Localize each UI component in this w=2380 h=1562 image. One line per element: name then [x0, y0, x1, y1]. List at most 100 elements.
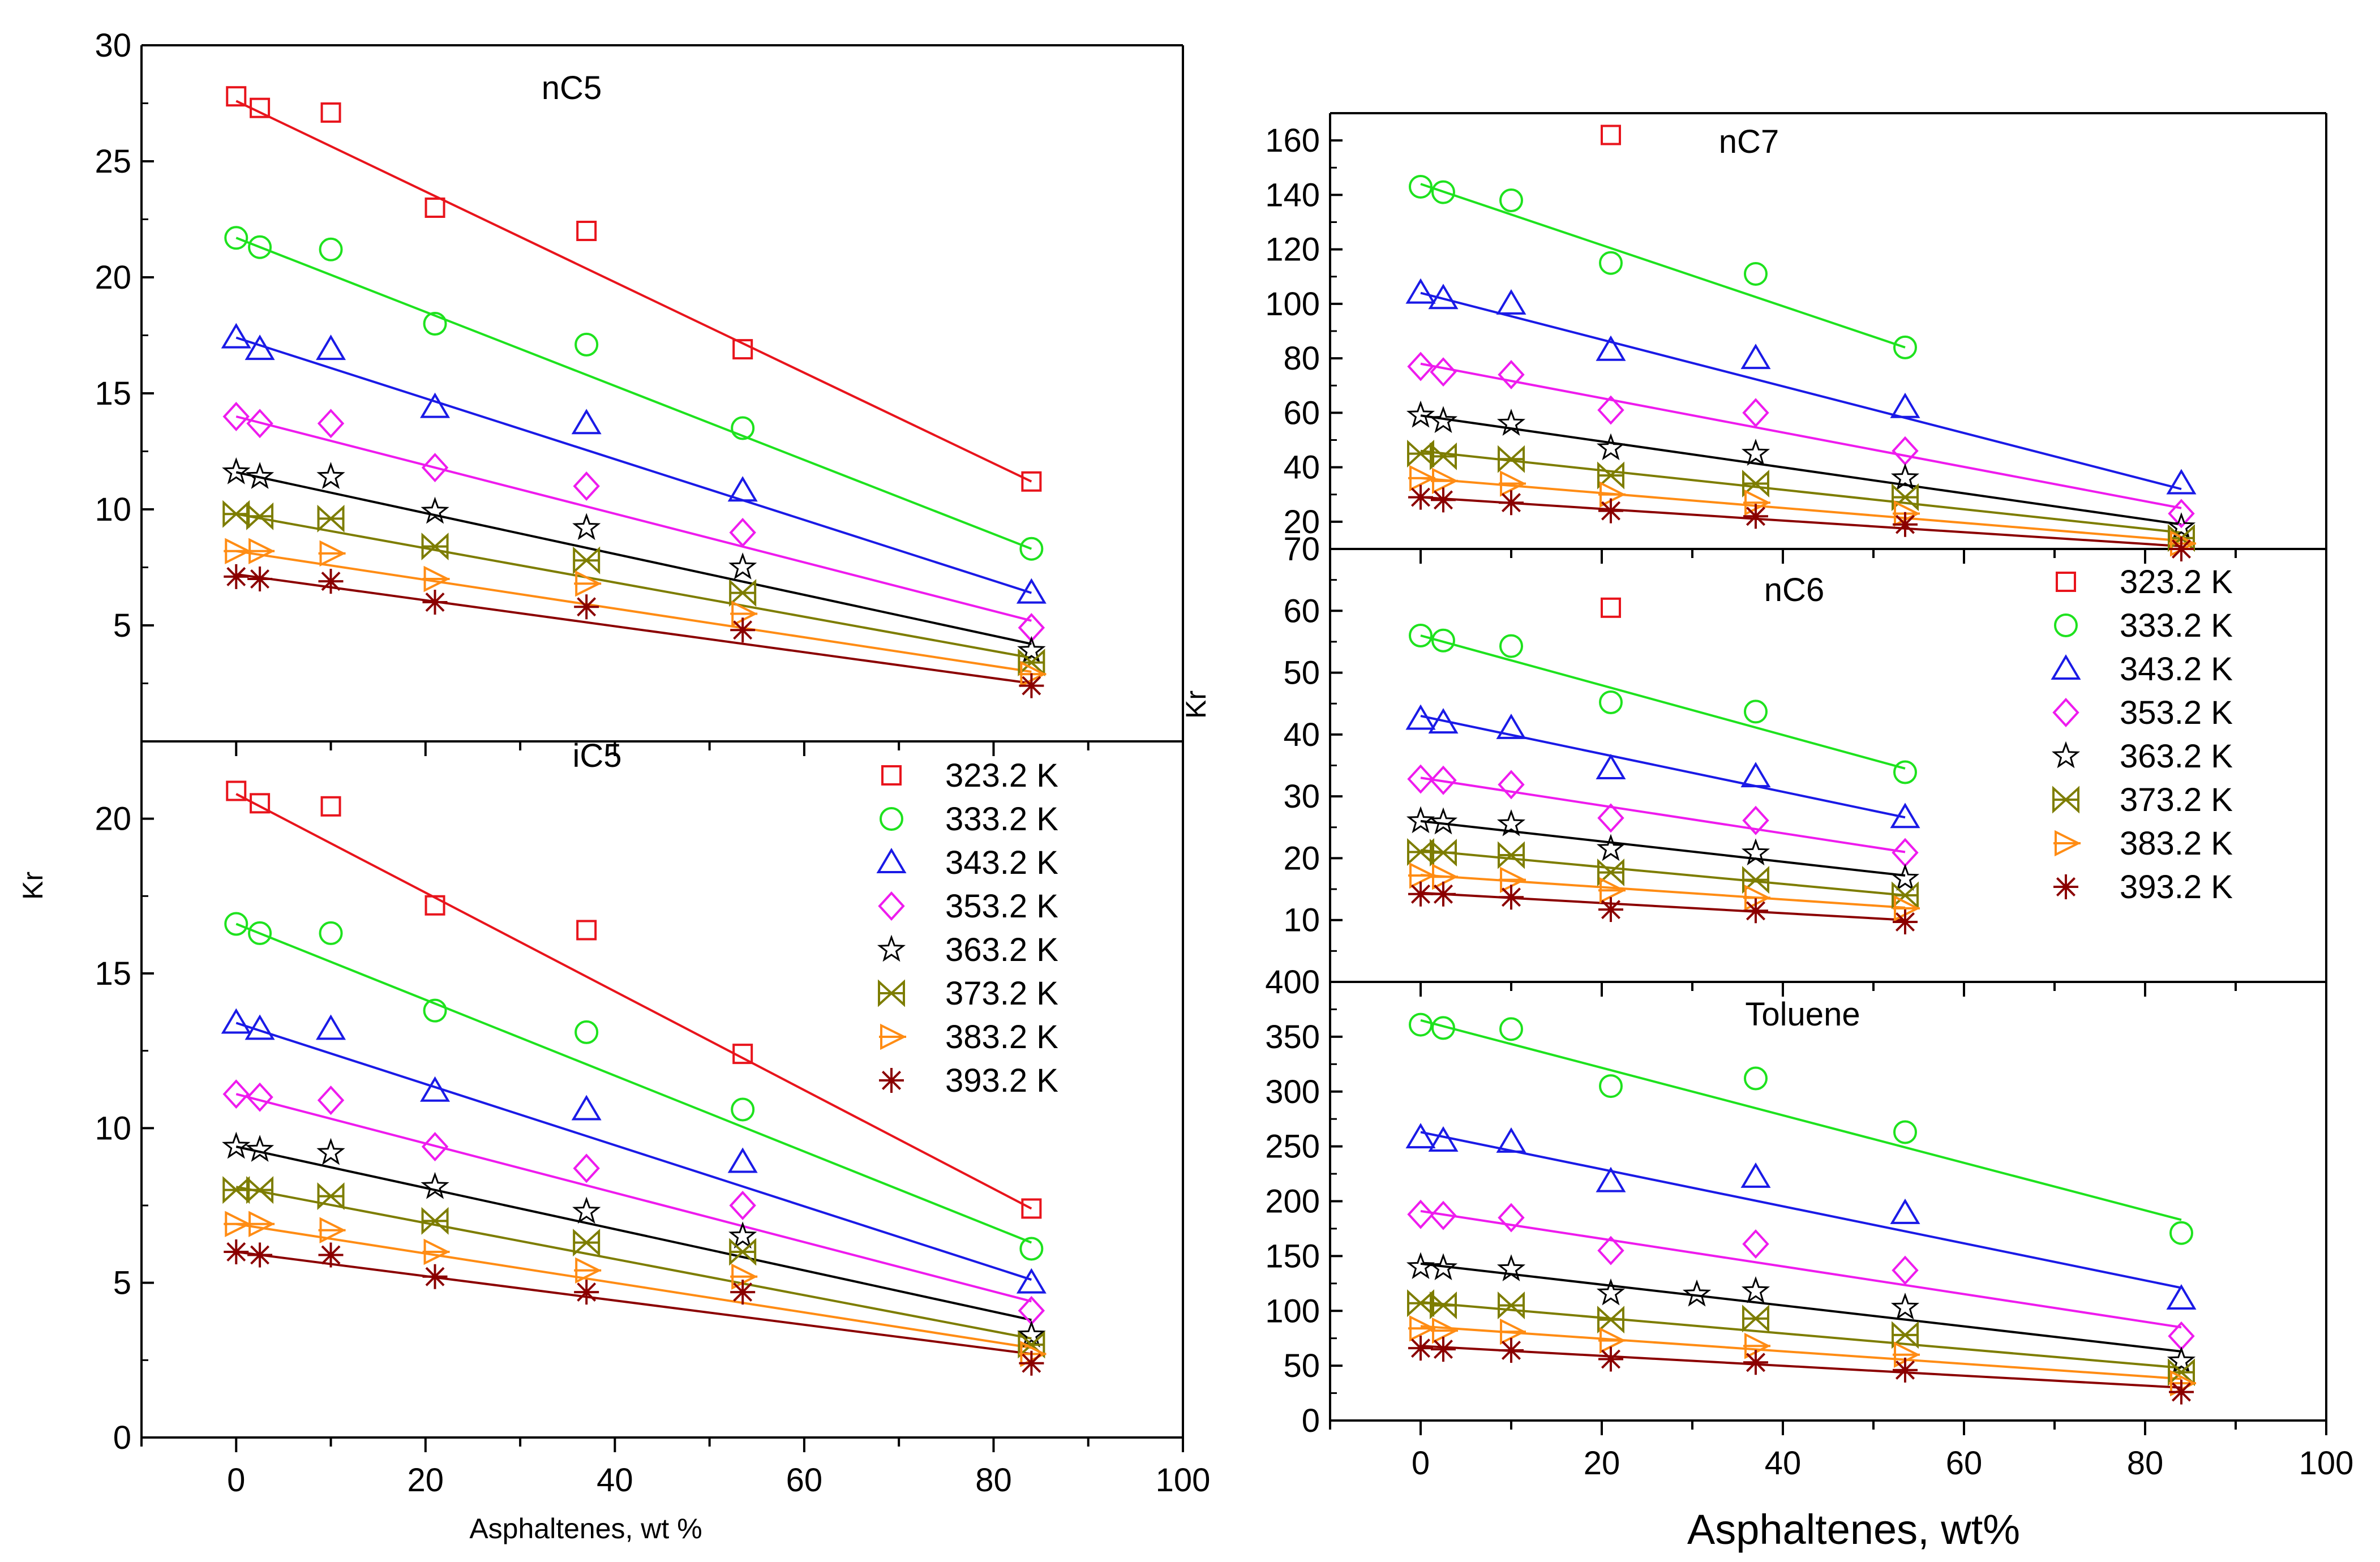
- nC7-y-tick-label: 40: [1283, 449, 1320, 486]
- iC5-point-3632: [1017, 1320, 1046, 1348]
- nC7-point-3832: [1499, 470, 1526, 497]
- Toluene-point-3832: [1499, 1318, 1526, 1345]
- iC5-point-3832: [422, 1238, 451, 1265]
- nC6-legend-marker: [2056, 572, 2076, 592]
- nC6-point-3632: [1496, 809, 1526, 836]
- iC5-point-3432: [571, 1095, 602, 1121]
- nC7-point-3332: [1744, 261, 1768, 286]
- nC5-y-tick-label: 15: [95, 375, 131, 412]
- nC7-point-3332: [1431, 180, 1455, 204]
- iC5-point-3232: [250, 793, 271, 814]
- nC7-point-3932: [1431, 487, 1456, 513]
- nC6-point-3732: [1430, 839, 1457, 867]
- Toluene-title: Toluene: [1745, 996, 1860, 1033]
- nC7-point-3832: [1431, 467, 1459, 494]
- nC6-legend-marker: [2053, 874, 2078, 899]
- nC5-point-3332: [319, 237, 343, 261]
- nC7-point-3732: [1742, 469, 1769, 498]
- nC6-point-3432: [1428, 708, 1459, 734]
- nC7-point-3332: [1409, 174, 1433, 199]
- Toluene-point-3332: [1431, 1016, 1455, 1040]
- iC5-point-3532: [222, 1079, 250, 1109]
- nC7-point-3732: [1407, 440, 1434, 468]
- nC5-point-3432: [316, 334, 346, 361]
- nC6-legend-marker: [2051, 654, 2081, 680]
- Toluene-point-3632: [1496, 1254, 1526, 1281]
- iC5-point-3532: [729, 1191, 756, 1220]
- nC7-y-tick-label: 100: [1265, 286, 1320, 323]
- nC7-point-3732: [1597, 461, 1624, 490]
- nC5-point-3732: [222, 500, 250, 528]
- nC5-fit-line-3932: [236, 573, 1032, 685]
- Toluene-point-3432: [1596, 1166, 1626, 1192]
- nC6-point-3732: [1407, 838, 1434, 866]
- nC7-point-3432: [1890, 392, 1920, 418]
- nC7-point-3432: [1740, 344, 1771, 370]
- nC5-fit-line-3732: [235, 513, 1032, 659]
- nC5-fit-line-3432: [235, 336, 1032, 594]
- Toluene-point-3932: [1408, 1336, 1433, 1361]
- nC6-point-3332: [1431, 628, 1455, 653]
- Toluene-x-tick-label: 40: [1765, 1445, 1802, 1482]
- nC5-point-3232: [320, 102, 341, 123]
- nC6-y-tick-label: 50: [1283, 655, 1320, 692]
- nC7-point-3632: [1496, 409, 1526, 436]
- nC5-point-3732: [573, 546, 601, 574]
- nC5-point-3832: [247, 538, 275, 565]
- iC5-legend-marker: [878, 891, 905, 921]
- nC7-point-3432: [1596, 335, 1626, 361]
- nC6-point-3732: [1597, 859, 1624, 887]
- Toluene-point-3532: [1892, 1255, 1919, 1285]
- panel-nC7: 20 40 60 80 100 120 140 160 nC7: [1265, 112, 2327, 564]
- iC5-point-3432: [1016, 1268, 1047, 1294]
- Toluene-point-3732: [1892, 1321, 1919, 1349]
- nC5-point-3932: [730, 617, 756, 643]
- Toluene-point-3432: [1405, 1123, 1436, 1149]
- iC5-point-3732: [246, 1176, 274, 1204]
- Toluene-point-3432: [1740, 1162, 1771, 1188]
- Toluene-point-3632: [1741, 1276, 1770, 1303]
- nC6-point-3432: [1405, 704, 1436, 730]
- nC5-fit-line-3832: [235, 550, 1032, 673]
- iC5-point-3932: [247, 1242, 273, 1268]
- nC5-point-3332: [248, 235, 272, 259]
- Toluene-fit-line-3832: [1420, 1325, 2182, 1380]
- nC5-point-3332: [1019, 537, 1044, 561]
- Toluene-point-3532: [1498, 1203, 1525, 1233]
- nC6-point-3832: [1598, 877, 1626, 904]
- nC6-legend-marker: [2054, 613, 2078, 637]
- Toluene-point-3532: [1597, 1235, 1624, 1265]
- Toluene-point-3932: [1431, 1337, 1456, 1362]
- iC5-point-3932: [730, 1280, 756, 1305]
- Toluene-fit-line-3732: [1420, 1301, 2182, 1369]
- iC5-point-3632: [421, 1172, 449, 1199]
- Toluene-point-3632: [1682, 1279, 1712, 1307]
- nC6-point-3332: [1744, 700, 1768, 724]
- iC5-legend-marker: [879, 1068, 904, 1093]
- iC5-x-tick-label: 60: [786, 1462, 823, 1499]
- nC7-point-3332: [1893, 335, 1917, 359]
- right-ylabel: Kr: [1180, 690, 1212, 719]
- nC6-point-3932: [1893, 909, 1918, 934]
- Toluene-point-3432: [1428, 1126, 1459, 1152]
- nC7-fit-line-3732: [1420, 449, 2182, 534]
- iC5-legend-label: 373.2 K: [945, 975, 1058, 1012]
- Toluene-x-tick-label: 100: [2299, 1445, 2354, 1482]
- nC7-point-3932: [1893, 512, 1918, 537]
- nC7-point-3632: [1741, 439, 1770, 466]
- Toluene-point-3532: [1407, 1199, 1434, 1229]
- Toluene-point-3932: [1893, 1357, 1918, 1383]
- iC5-point-3332: [574, 1020, 599, 1044]
- Toluene-point-3932: [2169, 1379, 2194, 1405]
- iC5-fit-line-3632: [235, 1145, 1032, 1321]
- nC5-point-3832: [318, 540, 346, 567]
- nC7-point-3932: [1408, 484, 1433, 510]
- panel-iC5: 0 5 10 15 20 0 20 40 60 80 100 iC5 323.2 K 333.2 K 343…: [95, 737, 1210, 1499]
- iC5-point-3232: [320, 796, 341, 817]
- nC6-y-tick-label: 10: [1283, 902, 1320, 939]
- nC6-legend-label: 323.2 K: [2120, 564, 2233, 600]
- iC5-legend-label: 363.2 K: [945, 932, 1058, 968]
- nC5-point-3632: [572, 513, 601, 540]
